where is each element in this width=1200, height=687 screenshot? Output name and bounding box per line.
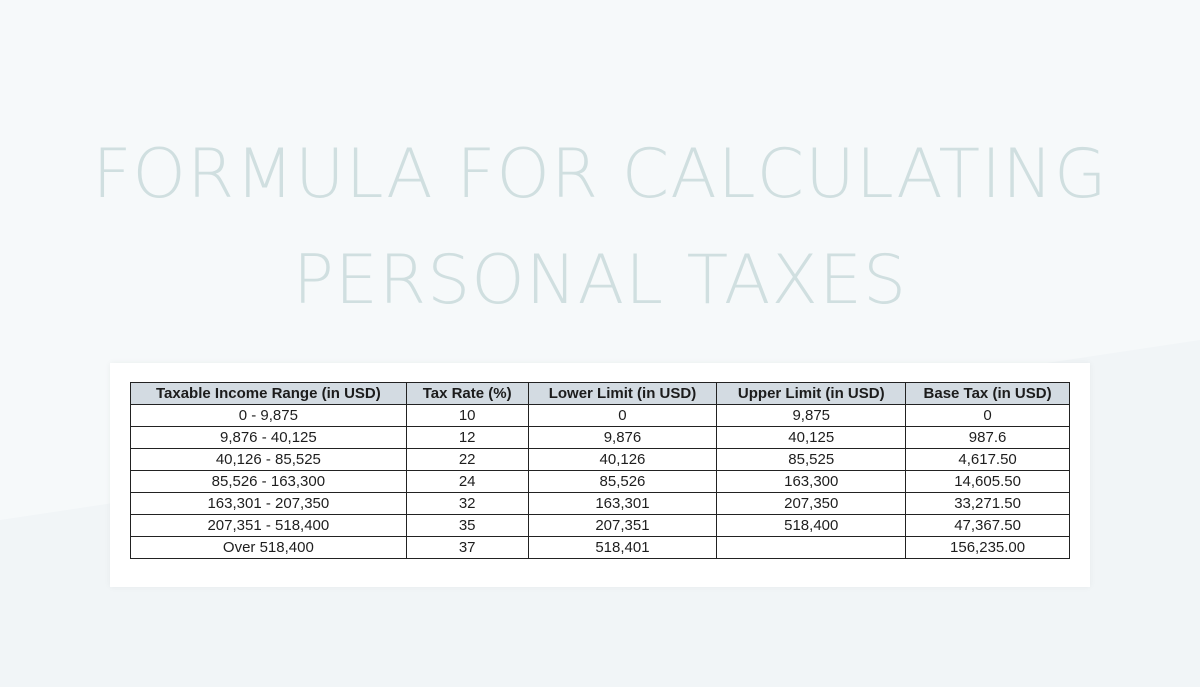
cell-upper-limit: 9,875 xyxy=(716,404,907,427)
cell-income-range: 0 - 9,875 xyxy=(130,404,407,427)
title-line-1: FORMULA FOR CALCULATING xyxy=(92,135,1108,214)
cell-income-range: 85,526 - 163,300 xyxy=(130,470,407,493)
cell-upper-limit: 85,525 xyxy=(716,448,907,471)
cell-base-tax: 14,605.50 xyxy=(905,470,1070,493)
table-row: Over 518,400 37 518,401 156,235.00 xyxy=(130,536,1070,559)
cell-lower-limit: 0 xyxy=(527,404,718,427)
cell-upper-limit: 40,125 xyxy=(716,426,907,449)
cell-lower-limit: 163,301 xyxy=(527,492,718,515)
cell-tax-rate: 32 xyxy=(405,492,529,515)
cell-upper-limit xyxy=(716,536,907,559)
header-upper-limit: Upper Limit (in USD) xyxy=(716,382,907,405)
cell-base-tax: 33,271.50 xyxy=(905,492,1070,515)
header-base-tax: Base Tax (in USD) xyxy=(905,382,1070,405)
page-title: FORMULA FOR CALCULATING PERSONAL TAXES xyxy=(0,122,1200,334)
cell-tax-rate: 22 xyxy=(405,448,529,471)
cell-base-tax: 987.6 xyxy=(905,426,1070,449)
table-row: 207,351 - 518,400 35 207,351 518,400 47,… xyxy=(130,514,1070,537)
table-row: 163,301 - 207,350 32 163,301 207,350 33,… xyxy=(130,492,1070,515)
cell-base-tax: 4,617.50 xyxy=(905,448,1070,471)
cell-income-range: 9,876 - 40,125 xyxy=(130,426,407,449)
cell-lower-limit: 40,126 xyxy=(527,448,718,471)
tax-table: Taxable Income Range (in USD) Tax Rate (… xyxy=(130,382,1070,559)
cell-upper-limit: 163,300 xyxy=(716,470,907,493)
header-tax-rate: Tax Rate (%) xyxy=(405,382,529,405)
table-header-row: Taxable Income Range (in USD) Tax Rate (… xyxy=(130,382,1070,405)
cell-income-range: 207,351 - 518,400 xyxy=(130,514,407,537)
table-row: 0 - 9,875 10 0 9,875 0 xyxy=(130,404,1070,427)
cell-income-range: Over 518,400 xyxy=(130,536,407,559)
header-lower-limit: Lower Limit (in USD) xyxy=(527,382,718,405)
table-row: 40,126 - 85,525 22 40,126 85,525 4,617.5… xyxy=(130,448,1070,471)
header-income-range: Taxable Income Range (in USD) xyxy=(130,382,407,405)
title-line-2: PERSONAL TAXES xyxy=(292,241,908,320)
cell-lower-limit: 85,526 xyxy=(527,470,718,493)
cell-tax-rate: 12 xyxy=(405,426,529,449)
cell-income-range: 163,301 - 207,350 xyxy=(130,492,407,515)
cell-tax-rate: 37 xyxy=(405,536,529,559)
cell-base-tax: 0 xyxy=(905,404,1070,427)
cell-base-tax: 156,235.00 xyxy=(905,536,1070,559)
cell-lower-limit: 207,351 xyxy=(527,514,718,537)
cell-upper-limit: 207,350 xyxy=(716,492,907,515)
cell-lower-limit: 9,876 xyxy=(527,426,718,449)
cell-tax-rate: 10 xyxy=(405,404,529,427)
cell-tax-rate: 35 xyxy=(405,514,529,537)
cell-income-range: 40,126 - 85,525 xyxy=(130,448,407,471)
cell-base-tax: 47,367.50 xyxy=(905,514,1070,537)
table-row: 9,876 - 40,125 12 9,876 40,125 987.6 xyxy=(130,426,1070,449)
cell-tax-rate: 24 xyxy=(405,470,529,493)
cell-lower-limit: 518,401 xyxy=(527,536,718,559)
cell-upper-limit: 518,400 xyxy=(716,514,907,537)
table-card: Taxable Income Range (in USD) Tax Rate (… xyxy=(110,363,1090,587)
table-row: 85,526 - 163,300 24 85,526 163,300 14,60… xyxy=(130,470,1070,493)
